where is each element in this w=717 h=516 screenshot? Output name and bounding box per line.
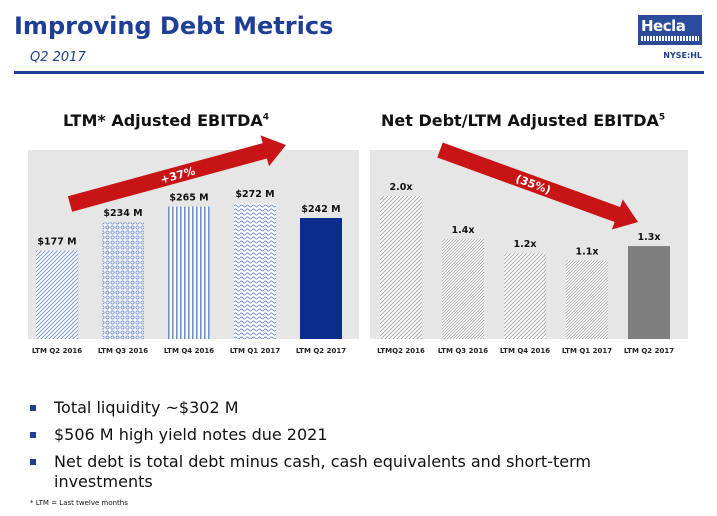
bullet-list: Total liquidity ~$302 M $506 M high yiel…: [26, 398, 666, 499]
chart2-category-label: LTM Q2 2017: [624, 347, 674, 355]
bullet-item: Total liquidity ~$302 M: [26, 398, 666, 418]
bullet-square-icon: [30, 459, 36, 465]
chart2-category-label: LTMQ2 2016: [377, 347, 425, 355]
chart1-category-label: LTM Q4 2016: [164, 347, 214, 355]
chart2-bar: [504, 253, 546, 339]
chart2-title: Net Debt/LTM Adjusted EBITDA5: [381, 111, 665, 130]
chart1-bar: [168, 206, 210, 339]
chart1-ebitda: $177 M LTM Q2 2016 $234 M LTM Q3 2016 $265 M…: [28, 135, 359, 355]
page-title: Improving Debt Metrics: [14, 12, 334, 40]
chart2-bar: [628, 246, 670, 339]
chart2-trend-arrow-icon: [437, 142, 638, 230]
bullet-square-icon: [30, 432, 36, 438]
chart2-bar: [566, 260, 608, 339]
title-divider: [14, 71, 704, 74]
company-logo: Hecla NYSE:HL: [638, 15, 702, 63]
page-subtitle: Q2 2017: [30, 50, 86, 65]
chart2-value-label: 1.3x: [638, 232, 661, 243]
chart2-category-label: LTM Q4 2016: [500, 347, 550, 355]
bullet-text: $506 M high yield notes due 2021: [54, 425, 328, 444]
chart1-category-label: LTM Q1 2017: [230, 347, 280, 355]
chart2-bar: [380, 196, 422, 339]
bullet-item: Net debt is total debt minus cash, cash …: [26, 452, 614, 492]
chart2-value-label: 1.1x: [576, 246, 599, 257]
bullet-square-icon: [30, 405, 36, 411]
bullet-text: Total liquidity ~$302 M: [54, 398, 239, 417]
ticker-label: NYSE:HL: [663, 51, 702, 60]
logo-text: Hecla: [641, 17, 686, 35]
chart1-title-text: LTM* Adjusted EBITDA: [63, 111, 263, 130]
chart2-category-label: LTM Q3 2016: [438, 347, 488, 355]
chart2-title-footnote: 5: [658, 112, 666, 123]
chart1-trend-arrow-icon: [67, 135, 287, 212]
bullet-text: Net debt is total debt minus cash, cash …: [54, 452, 591, 491]
chart2-category-label: LTM Q1 2017: [562, 347, 612, 355]
chart1-bar: [300, 218, 342, 339]
chart1-value-label: $177 M: [37, 237, 76, 248]
chart1-bar: [36, 250, 78, 339]
chart1-category-label: LTM Q3 2016: [98, 347, 148, 355]
chart1-value-label: $234 M: [103, 208, 142, 219]
chart1-value-label: $265 M: [169, 193, 208, 204]
footnote: * LTM = Last twelve months: [30, 499, 128, 507]
chart2-title-text: Net Debt/LTM Adjusted EBITDA: [381, 111, 659, 130]
chart1-title-footnote: 4: [262, 112, 269, 123]
bullet-item: $506 M high yield notes due 2021: [26, 425, 666, 445]
chart2-value-label: 2.0x: [390, 182, 413, 193]
logo-box: Hecla: [638, 15, 702, 45]
chart1-bar: [234, 203, 276, 339]
chart1-title: LTM* Adjusted EBITDA4: [63, 111, 269, 130]
chart1-category-label: LTM Q2 2017: [296, 347, 346, 355]
chart1-category-label: LTM Q2 2016: [32, 347, 82, 355]
chart2-leverage: 2.0x LTMQ2 2016 1.4x LTM Q3 2016 1.2x LTM Q4 …: [370, 142, 688, 355]
chart1-value-label: $272 M: [235, 189, 274, 200]
logo-stripe: [641, 36, 699, 41]
chart2-bar: [442, 238, 484, 339]
chart1-bar: [102, 222, 144, 339]
chart2-value-label: 1.2x: [514, 239, 537, 250]
chart1-value-label: $242 M: [301, 204, 340, 215]
chart2-value-label: 1.4x: [452, 225, 475, 236]
